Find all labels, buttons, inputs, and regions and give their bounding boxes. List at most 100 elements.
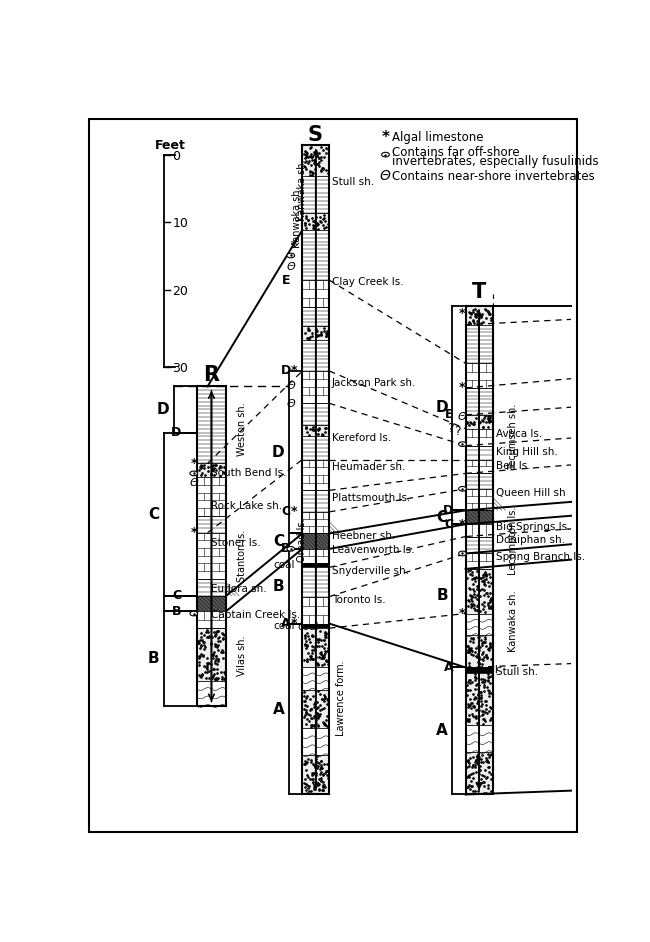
Point — [305, 703, 315, 718]
Point — [307, 710, 317, 725]
Point — [309, 642, 319, 658]
Point — [480, 705, 490, 720]
Bar — [302, 667, 330, 690]
Text: *: * — [190, 457, 197, 470]
Point — [473, 756, 483, 771]
Point — [318, 217, 328, 232]
Point — [481, 754, 491, 769]
Point — [219, 627, 229, 642]
Point — [471, 764, 481, 779]
Bar — [465, 460, 493, 474]
Point — [485, 700, 495, 715]
Point — [311, 706, 321, 721]
Text: B: B — [436, 589, 448, 603]
Point — [483, 759, 493, 774]
Point — [486, 601, 496, 616]
Bar — [197, 463, 226, 478]
Point — [304, 332, 315, 347]
Point — [483, 304, 493, 319]
Point — [471, 753, 481, 768]
Point — [311, 760, 322, 775]
Bar — [302, 512, 330, 533]
Point — [304, 428, 315, 443]
Point — [466, 415, 476, 430]
Point — [469, 309, 480, 324]
Point — [471, 588, 482, 603]
Point — [465, 673, 476, 688]
Point — [471, 303, 482, 318]
Text: Heumader sh.: Heumader sh. — [332, 463, 405, 472]
Point — [312, 631, 322, 646]
Point — [463, 598, 473, 613]
Point — [218, 651, 228, 666]
Point — [318, 161, 329, 176]
Point — [207, 629, 217, 644]
Point — [214, 633, 225, 648]
Point — [209, 666, 219, 681]
Point — [303, 322, 313, 337]
Point — [193, 634, 203, 649]
Point — [195, 632, 205, 647]
Point — [301, 783, 311, 798]
Point — [479, 768, 489, 783]
Point — [476, 690, 486, 706]
Bar — [302, 213, 330, 230]
Bar — [302, 728, 330, 755]
Point — [310, 759, 320, 774]
Point — [203, 663, 214, 678]
Point — [485, 586, 495, 601]
Point — [314, 421, 324, 436]
Point — [463, 713, 473, 728]
Point — [317, 691, 328, 706]
Text: Θ: Θ — [287, 262, 295, 272]
Point — [472, 716, 482, 731]
Point — [306, 702, 316, 717]
Point — [465, 307, 476, 322]
Point — [213, 624, 223, 639]
Point — [480, 585, 491, 600]
Text: Lecompton ls.: Lecompton ls. — [508, 506, 517, 575]
Point — [216, 664, 226, 679]
Point — [317, 691, 328, 706]
Point — [484, 748, 495, 763]
Point — [474, 582, 485, 597]
Point — [300, 708, 311, 723]
Bar — [302, 280, 330, 307]
Point — [484, 303, 494, 318]
Point — [467, 302, 478, 317]
Point — [463, 643, 474, 658]
Point — [304, 778, 315, 793]
Point — [483, 746, 493, 761]
Point — [472, 563, 482, 578]
Point — [320, 690, 330, 705]
Point — [203, 671, 214, 686]
Point — [485, 675, 495, 690]
Point — [309, 718, 319, 733]
Point — [200, 640, 210, 655]
Point — [298, 146, 309, 161]
Point — [478, 634, 489, 649]
Point — [467, 572, 478, 587]
Point — [482, 679, 492, 694]
Point — [478, 652, 489, 667]
Point — [318, 142, 329, 157]
Point — [311, 701, 322, 716]
Point — [479, 674, 489, 689]
Text: *: * — [291, 365, 297, 378]
Point — [467, 770, 478, 785]
Point — [304, 154, 314, 169]
Text: A: A — [443, 661, 453, 674]
Point — [318, 632, 329, 647]
Bar — [465, 673, 493, 725]
Point — [301, 154, 311, 169]
Point — [470, 758, 480, 773]
Text: D: D — [281, 365, 291, 378]
Point — [314, 631, 324, 646]
Point — [307, 628, 318, 643]
Text: A: A — [281, 617, 291, 630]
Text: 30: 30 — [172, 362, 188, 375]
Point — [300, 706, 311, 721]
Point — [476, 636, 487, 651]
Text: *: * — [460, 382, 466, 395]
Point — [463, 777, 474, 792]
